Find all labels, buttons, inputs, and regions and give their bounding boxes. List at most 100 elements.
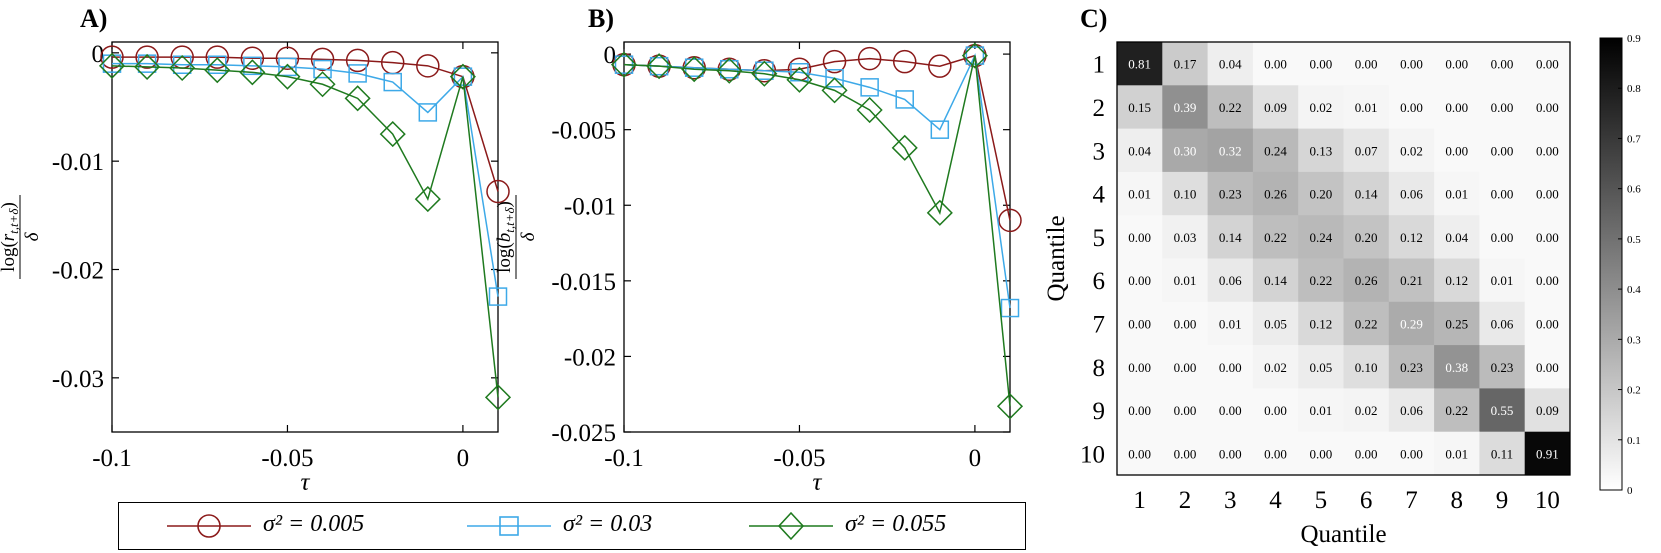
heatmap-cell xyxy=(1524,301,1571,346)
heatmap-cell xyxy=(1162,258,1209,303)
heatmap-cell xyxy=(1388,258,1435,303)
y-tick-label: 2 xyxy=(1093,95,1106,122)
y-tick-label: 10 xyxy=(1080,441,1105,468)
y-tick-label: 6 xyxy=(1093,268,1106,295)
colorbar-tick-label: 0.7 xyxy=(1627,133,1641,145)
heatmap-cell xyxy=(1162,171,1209,216)
heatmap-cell xyxy=(1207,171,1254,216)
x-tick-label: 0 xyxy=(969,445,982,472)
heatmap-cell-label: 0.23 xyxy=(1219,187,1242,202)
heatmap-cell-label: 0.00 xyxy=(1536,143,1559,158)
heatmap-cell-label: 0.20 xyxy=(1355,230,1378,245)
heatmap-cell-label: 0.26 xyxy=(1355,273,1378,288)
heatmap-cell-label: 0.23 xyxy=(1400,360,1423,375)
diamond-marker xyxy=(274,63,301,90)
y-tick-label: -0.015 xyxy=(551,269,616,296)
circle-marker xyxy=(310,47,335,72)
square-marker xyxy=(313,59,332,79)
heatmap-cell xyxy=(1388,171,1435,216)
diamond-marker xyxy=(344,85,371,112)
panel-c-heatmap: 0.81 0.17 0.04 0.00 0.00 0.00 0.00 0.00 0.00 0.00… xyxy=(1043,41,1571,548)
circle-marker xyxy=(822,49,847,74)
heatmap-cell xyxy=(1479,301,1526,346)
heatmap-cell xyxy=(1524,128,1571,173)
legend-item-blue: σ² = 0.03 xyxy=(467,509,727,543)
heatmap-cell xyxy=(1479,85,1526,130)
square-marker xyxy=(825,69,844,88)
heatmap-cell-label: 0.04 xyxy=(1219,57,1242,72)
heatmap-cell-label: 0.01 xyxy=(1128,187,1151,202)
heatmap-cell-label: 0.09 xyxy=(1536,403,1559,418)
square-marker-icon xyxy=(467,516,551,536)
heatmap-cell-label: 0.00 xyxy=(1264,403,1287,418)
heatmap-cell xyxy=(1343,42,1390,86)
panel-label-c: C) xyxy=(1080,4,1108,33)
heatmap-cell-label: 0.09 xyxy=(1264,100,1287,115)
circle-marker-icon xyxy=(167,514,251,538)
circle-marker xyxy=(416,54,440,78)
heatmap-cell xyxy=(1298,128,1344,173)
heatmap-cell-label: 0.00 xyxy=(1128,360,1151,375)
heatmap-cell xyxy=(1524,345,1571,389)
heatmap-cell xyxy=(1434,258,1480,303)
diamond-marker-icon xyxy=(749,511,833,541)
circle-marker xyxy=(928,54,952,78)
y-tick-label: 1 xyxy=(1093,52,1106,79)
panel-label-b: B) xyxy=(588,4,614,33)
heatmap-cell-label: 0.07 xyxy=(1355,143,1378,158)
heatmap-cell xyxy=(1343,171,1390,216)
legend-label-red: σ² = 0.005 xyxy=(263,511,365,537)
heatmap-cell xyxy=(1479,345,1526,389)
circle-marker xyxy=(275,46,300,70)
heatmap-cell-label: 0.01 xyxy=(1219,316,1242,331)
heatmap-cell-label: 0.81 xyxy=(1128,57,1151,72)
colorbar-bar xyxy=(1599,37,1623,491)
series-line-2 xyxy=(112,62,499,297)
square-marker xyxy=(860,78,879,97)
x-axis-label: Quantile xyxy=(1300,521,1386,548)
heatmap-cell-label: 0.00 xyxy=(1491,57,1514,72)
diamond-marker xyxy=(449,63,476,90)
heatmap-cell-label: 0.00 xyxy=(1174,316,1197,331)
square-marker xyxy=(720,59,739,79)
y-tick-label: 9 xyxy=(1093,398,1106,425)
y-axis-label: Quantile xyxy=(1043,215,1070,301)
heatmap-cell xyxy=(1524,215,1571,259)
heatmap-cell-label: 0.22 xyxy=(1219,100,1242,115)
heatmap-cell xyxy=(1298,171,1344,216)
heatmap-cell xyxy=(1162,128,1209,173)
colorbar-tick-label: 0.6 xyxy=(1627,184,1641,196)
colorbar-tick-label: 0.4 xyxy=(1627,284,1641,296)
diamond-marker xyxy=(751,60,778,87)
heatmap-cell-label: 0.11 xyxy=(1491,446,1513,461)
heatmap-cell-label: 0.29 xyxy=(1400,316,1423,331)
x-tick-label: 2 xyxy=(1179,487,1192,514)
x-tick-label: -0.05 xyxy=(261,445,313,472)
heatmap-cell-label: 0.04 xyxy=(1445,230,1468,245)
x-tick-label: 6 xyxy=(1360,487,1373,514)
diamond-marker xyxy=(379,121,406,148)
y-tick-label: -0.01 xyxy=(52,149,104,176)
y-tick-label: 5 xyxy=(1093,225,1106,252)
circle-marker xyxy=(892,49,917,74)
diamond-marker xyxy=(309,71,336,98)
colorbar-tick-label: 0.5 xyxy=(1627,234,1641,246)
diamond-marker xyxy=(716,57,743,84)
heatmap-cell-label: 0.00 xyxy=(1128,403,1151,418)
series-line-1 xyxy=(112,56,499,192)
heatmap-cell-label: 0.00 xyxy=(1536,187,1559,202)
y-tick-label: -0.01 xyxy=(564,193,616,220)
heatmap-cell xyxy=(1207,128,1254,173)
y-tick-label: 7 xyxy=(1093,311,1106,338)
heatmap-cell-label: 0.02 xyxy=(1400,143,1423,158)
heatmap-cell xyxy=(1343,345,1390,389)
heatmap-cell-label: 0.24 xyxy=(1264,143,1287,158)
heatmap-cell-label: 0.00 xyxy=(1174,360,1197,375)
diamond-marker xyxy=(926,199,953,226)
heatmap-cell xyxy=(1343,215,1390,259)
heatmap-cell xyxy=(1252,388,1299,433)
heatmap-cell xyxy=(1162,42,1209,86)
square-marker xyxy=(453,67,473,86)
panel-a-plot: -0.1 -0.05 0 0 -0.01 -0.02 -0.03 τ log(rt,t+δ)δ xyxy=(0,41,512,496)
heatmap-cell-label: 0.91 xyxy=(1536,446,1559,461)
